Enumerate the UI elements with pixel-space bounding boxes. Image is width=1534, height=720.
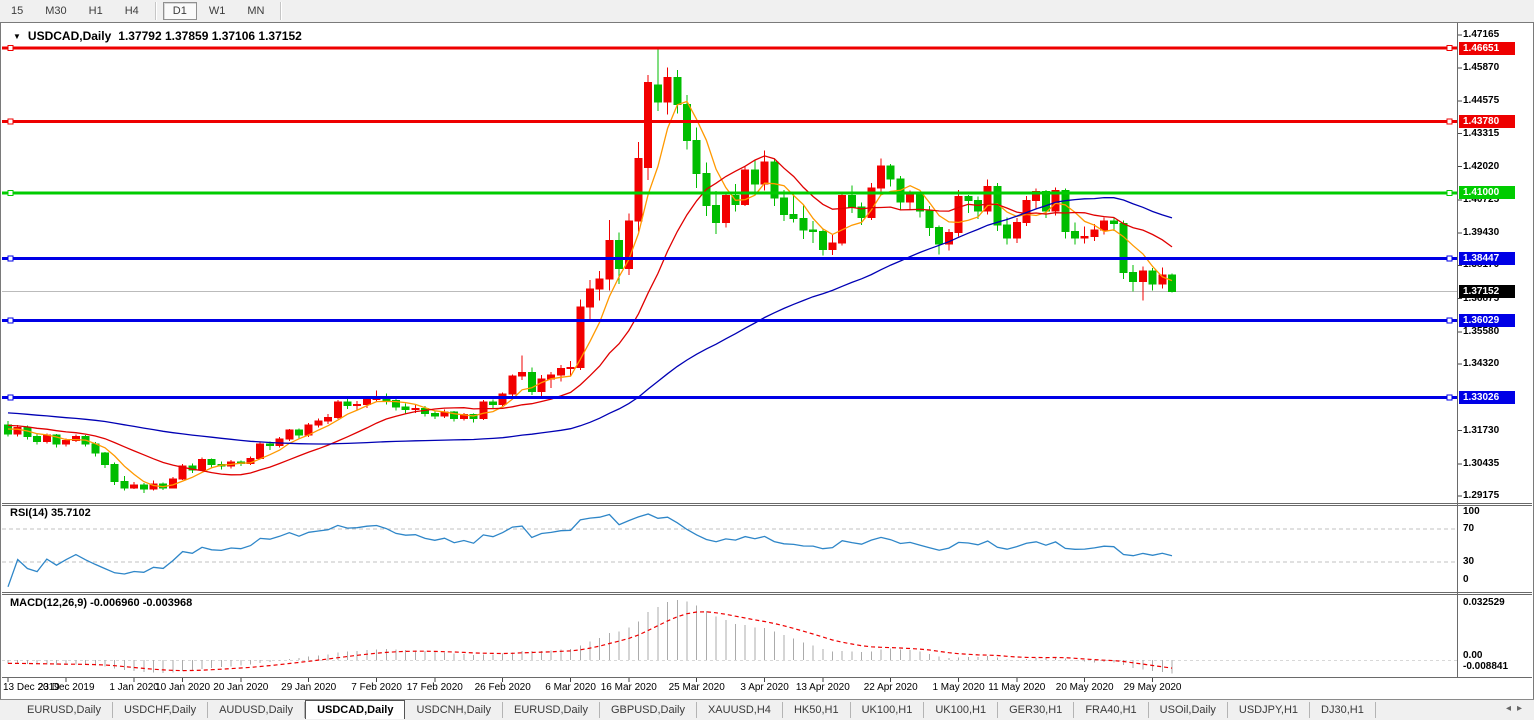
chart-tab-usdcnh-daily[interactable]: USDCNH,Daily (405, 702, 504, 718)
timeframe-toolbar: 15 M30 H1 H4 D1 W1 MN (0, 0, 1534, 22)
timeframe-button-m30[interactable]: M30 (45, 5, 67, 17)
timeframe-button-15[interactable]: 15 (11, 5, 24, 17)
chart-window[interactable] (0, 22, 1534, 700)
macd-name: MACD(12,26,9) (10, 597, 88, 609)
rsi-name: RSI(14) (10, 507, 48, 519)
chart-tab-xauusd-h4[interactable]: XAUUSD,H4 (697, 702, 783, 718)
timeframe-button-d1[interactable]: D1 (162, 2, 197, 20)
chart-symbol-label: USDCAD,Daily (27, 29, 112, 43)
rsi-value: 35.7102 (50, 507, 91, 519)
toolbar-separator (280, 2, 283, 20)
chart-tab-usoil-daily[interactable]: USOil,Daily (1149, 702, 1228, 718)
timeframe-button-w1[interactable]: W1 (208, 5, 226, 17)
chart-ohlc-values: 1.37792 1.37859 1.37106 1.37152 (118, 29, 302, 43)
rsi-indicator-label: RSI(14) 35.7102 (10, 507, 91, 519)
dropdown-triangle-icon[interactable]: ▼ (13, 31, 21, 41)
chart-tab-usdcad-daily[interactable]: USDCAD,Daily (305, 699, 406, 719)
timeframe-button-h4[interactable]: H4 (124, 5, 139, 17)
chart-tab-hk50-h1[interactable]: HK50,H1 (783, 702, 851, 718)
timeframe-button-h1[interactable]: H1 (88, 5, 103, 17)
chart-tab-gbpusd-daily[interactable]: GBPUSD,Daily (600, 702, 697, 718)
chart-title: ▼ USDCAD,Daily 1.37792 1.37859 1.37106 1… (13, 29, 302, 43)
tab-scroll-right-icon[interactable]: ▸ (1516, 703, 1528, 714)
chart-tab-ger30-h1[interactable]: GER30,H1 (998, 702, 1075, 718)
chart-tab-usdchf-daily[interactable]: USDCHF,Daily (113, 702, 209, 718)
chart-tab-audusd-daily[interactable]: AUDUSD,Daily (208, 702, 306, 718)
tab-scroll-left-icon[interactable]: ◂ (1505, 703, 1517, 714)
chart-tab-usdjpy-h1[interactable]: USDJPY,H1 (1228, 702, 1311, 718)
timeframe-button-mn[interactable]: MN (247, 5, 265, 17)
chart-tab-dj30-h1[interactable]: DJ30,H1 (1310, 702, 1376, 718)
chart-tab-uk100-h1[interactable]: UK100,H1 (924, 702, 999, 718)
chart-tab-eurusd-daily[interactable]: EURUSD,Daily (16, 702, 113, 718)
symbol-tab-bar: EURUSD,Daily USDCHF,Daily AUDUSD,Daily USDC… (0, 699, 1534, 720)
chart-tab-uk100-h1[interactable]: UK100,H1 (851, 702, 925, 718)
toolbar-separator (154, 2, 157, 20)
macd-values: -0.006960 -0.003968 (90, 597, 193, 609)
macd-indicator-label: MACD(12,26,9) -0.006960 -0.003968 (10, 597, 192, 609)
chart-tab-eurusd-daily[interactable]: EURUSD,Daily (503, 702, 600, 718)
chart-tab-fra40-h1[interactable]: FRA40,H1 (1074, 702, 1149, 718)
